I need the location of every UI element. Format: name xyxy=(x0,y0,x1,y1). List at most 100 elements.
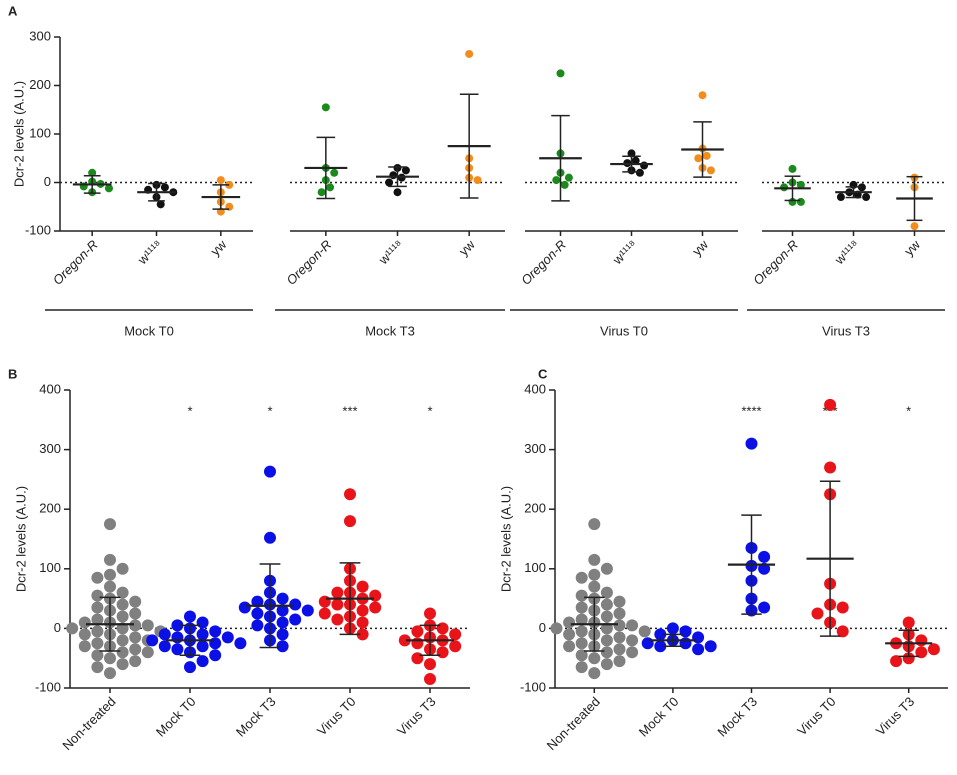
x-tick-label: Oregon-R xyxy=(750,237,801,288)
panel-label: A xyxy=(8,3,18,18)
data-point xyxy=(927,643,940,656)
data-point xyxy=(196,616,209,629)
data-point xyxy=(679,637,692,650)
significance: * xyxy=(906,403,911,418)
data-point xyxy=(575,601,588,614)
data-point xyxy=(141,619,154,632)
data-point xyxy=(679,625,692,638)
data-point xyxy=(692,631,705,644)
x-tick-label: Virus T3 xyxy=(394,694,439,739)
data-point xyxy=(116,598,129,611)
significance: * xyxy=(187,403,192,418)
data-point xyxy=(393,188,402,197)
x-tick-label: Mock T3 xyxy=(233,694,279,740)
data-point xyxy=(225,180,234,189)
facet-label: Mock T0 xyxy=(124,323,174,338)
data-point xyxy=(654,628,667,641)
data-point xyxy=(666,622,679,635)
data-point xyxy=(613,643,626,656)
data-point xyxy=(564,173,573,182)
data-point xyxy=(344,515,356,528)
data-point xyxy=(449,628,462,641)
x-tick-label: Virus T0 xyxy=(314,694,359,739)
data-point xyxy=(824,398,837,411)
y-tick-label: 400 xyxy=(524,381,546,396)
data-point xyxy=(600,598,613,611)
data-point xyxy=(600,622,613,635)
data-point xyxy=(836,625,849,638)
y-tick-label: 0 xyxy=(54,620,61,635)
data-point xyxy=(331,613,344,626)
data-point xyxy=(116,610,129,623)
data-point xyxy=(836,193,845,202)
data-point xyxy=(209,637,222,650)
data-point xyxy=(631,156,640,165)
data-point xyxy=(473,176,482,185)
y-tick-label: 0 xyxy=(539,620,546,635)
y-tick-label: 200 xyxy=(29,77,51,92)
x-tick-label: Mock T0 xyxy=(153,694,199,740)
data-point xyxy=(276,616,289,629)
x-tick-label: Oregon-R xyxy=(518,237,569,288)
data-point xyxy=(575,649,588,662)
data-point xyxy=(692,643,705,656)
data-point xyxy=(326,183,335,192)
data-point xyxy=(104,568,116,581)
facet-label: Mock T3 xyxy=(365,323,415,338)
data-point xyxy=(862,193,871,202)
data-point xyxy=(449,640,462,653)
x-tick-label: w¹¹¹⁸ xyxy=(375,237,406,268)
data-point xyxy=(171,643,184,656)
data-point xyxy=(91,649,104,662)
y-tick-label: 100 xyxy=(29,125,51,140)
data-point xyxy=(758,550,771,563)
data-point xyxy=(104,184,113,193)
y-tick-label: 100 xyxy=(524,560,546,575)
data-point xyxy=(91,637,104,650)
data-point xyxy=(745,437,758,450)
data-point xyxy=(758,601,771,614)
y-tick-label: 300 xyxy=(524,441,546,456)
data-point xyxy=(369,589,382,602)
data-point xyxy=(301,604,314,617)
data-point xyxy=(600,634,613,647)
y-tick-label: 300 xyxy=(39,441,61,456)
data-point xyxy=(626,619,639,632)
y-axis-label: Dcr-2 levels (A.U.) xyxy=(13,486,28,592)
data-point xyxy=(626,634,639,647)
y-tick-label: 400 xyxy=(39,381,61,396)
data-point xyxy=(635,168,644,177)
data-point xyxy=(216,176,225,185)
data-point xyxy=(276,592,289,605)
data-point xyxy=(321,103,330,112)
data-point xyxy=(626,646,639,659)
data-point xyxy=(698,91,707,100)
data-point xyxy=(356,580,369,593)
significance: *** xyxy=(342,403,357,418)
data-point xyxy=(91,661,104,674)
data-point xyxy=(788,164,797,173)
x-tick-label: Virus T0 xyxy=(794,694,839,739)
data-point xyxy=(857,183,866,192)
data-point xyxy=(196,655,209,668)
data-point xyxy=(88,168,97,177)
data-point xyxy=(78,640,91,653)
y-axis-label: Dcr-2 levels (A.U.) xyxy=(498,486,513,592)
data-point xyxy=(890,655,903,668)
data-point xyxy=(78,616,91,629)
data-point xyxy=(575,571,588,584)
x-tick-label: Non-treated xyxy=(59,694,118,753)
data-point xyxy=(588,553,601,566)
significance: * xyxy=(267,403,272,418)
data-point xyxy=(129,595,142,608)
x-tick-label: yw xyxy=(208,237,230,259)
data-point xyxy=(116,586,129,599)
data-point xyxy=(915,634,928,647)
y-axis-label: Dcr-2 levels (A.U.) xyxy=(11,81,26,187)
data-point xyxy=(436,622,449,635)
data-point xyxy=(902,616,915,629)
data-point xyxy=(369,601,382,614)
data-point xyxy=(702,151,711,160)
data-point xyxy=(196,640,209,653)
data-point xyxy=(796,197,805,206)
